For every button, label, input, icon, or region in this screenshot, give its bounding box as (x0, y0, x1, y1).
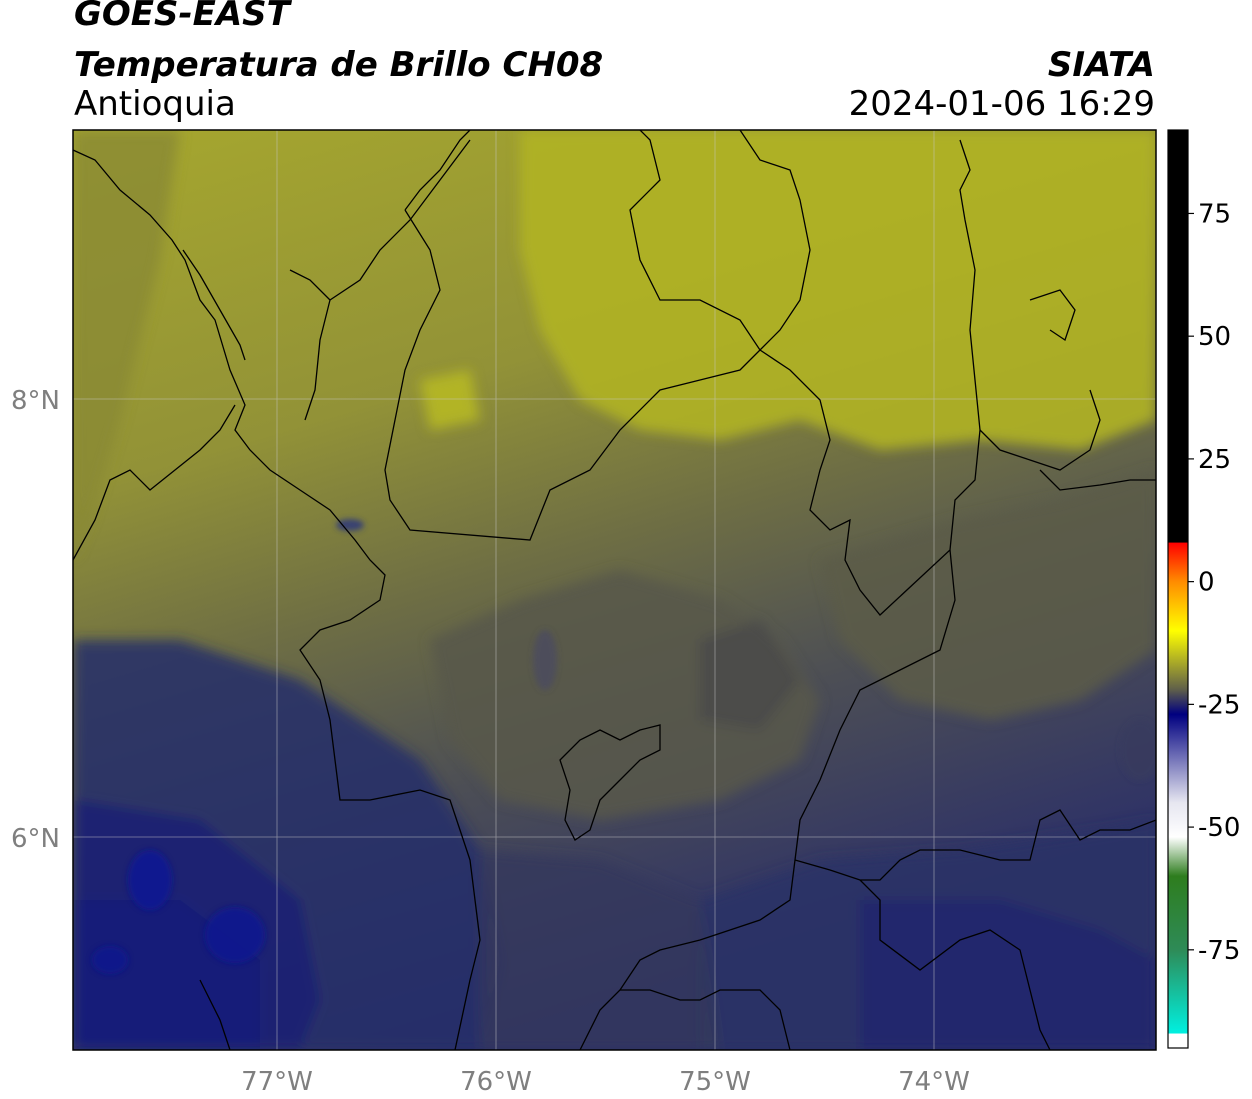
colorbar-tick-label: -75 (1198, 936, 1240, 966)
colorbar-tick-label: 50 (1198, 322, 1231, 352)
product-title: Temperatura de Brillo CH08 (74, 45, 604, 85)
lat-tick-label-6n: 6°N (11, 824, 60, 854)
gridlines (73, 130, 1156, 1050)
region-label: Antioquia (74, 84, 236, 124)
colorbar-frame (1167, 129, 1189, 1049)
map-frame (72, 129, 1157, 1051)
colorbar-bar (1168, 130, 1188, 1048)
colorbar-tick-label: 75 (1198, 199, 1231, 229)
brightness-temperature-field (73, 130, 1156, 1050)
colorbar-ticks: 75 50 25 0 -25 -50 -75 (1188, 199, 1240, 966)
colorbar-tick-label: 25 (1198, 445, 1231, 475)
lon-tick-label-74w: 74°W (898, 1067, 970, 1097)
colorbar: 75 50 25 0 -25 -50 -75 (1167, 129, 1240, 1049)
lat-tick-label-8n: 8°N (11, 386, 60, 416)
colorbar-tick-label: -25 (1198, 690, 1240, 720)
administrative-borders (73, 130, 1156, 1050)
satellite-title: GOES-EAST (74, 0, 290, 34)
colorbar-tick-label: 0 (1198, 568, 1215, 598)
lon-tick-label-76w: 76°W (460, 1067, 532, 1097)
lon-tick-label-75w: 75°W (679, 1067, 751, 1097)
colorbar-tick-label: -50 (1198, 813, 1240, 843)
lon-tick-label-77w: 77°W (241, 1067, 313, 1097)
organization-label: SIATA (1047, 45, 1155, 85)
datetime-label: 2024-01-06 16:29 (848, 84, 1155, 124)
